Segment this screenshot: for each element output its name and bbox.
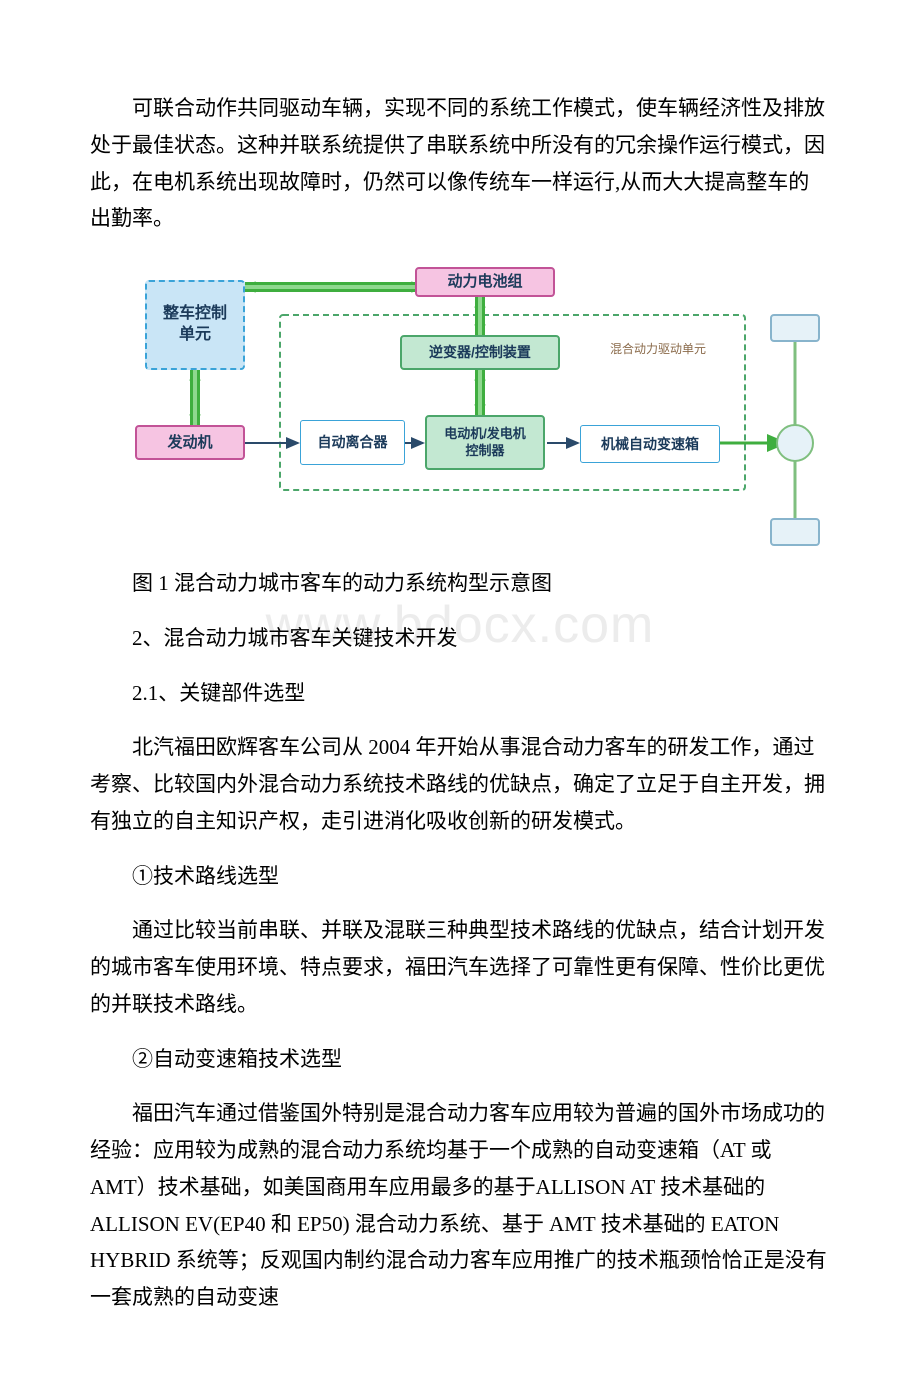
heading-2-1: 2.1、关键部件选型	[90, 675, 830, 712]
diagram-node-inverter: 逆变器/控制装置	[400, 335, 560, 370]
figure-caption: 图 1 混合动力城市客车的动力系统构型示意图	[90, 565, 830, 602]
subheading-c2: ②自动变速箱技术选型	[90, 1041, 830, 1078]
diagram-node-motor: 电动机/发电机 控制器	[425, 415, 545, 470]
paragraph-2: 北汽福田欧辉客车公司从 2004 年开始从事混合动力客车的研发工作，通过考察、比…	[90, 729, 830, 839]
paragraph-3: 通过比较当前串联、并联及混联三种典型技术路线的优缺点，结合计划开发的城市客车使用…	[90, 912, 830, 1022]
diagram-node-battery: 动力电池组	[415, 267, 555, 297]
paragraph-4: 福田汽车通过借鉴国外特别是混合动力客车应用较为普遍的国外市场成功的经验：应用较为…	[90, 1095, 830, 1316]
paragraph-1: 可联合动作共同驱动车辆，实现不同的系统工作模式，使车辆经济性及排放处于最佳状态。…	[90, 90, 830, 237]
subheading-c1: ①技术路线选型	[90, 858, 830, 895]
diagram-node-vcu: 整车控制 单元	[145, 280, 245, 370]
diagram-container: 整车控制 单元发动机 动力电池组逆变器/控制装置自动离合器电动机/发电机 控制器机…	[120, 255, 860, 555]
diagram-node-amt: 机械自动变速箱	[580, 425, 720, 463]
diagram-node-clutch: 自动离合器	[300, 420, 405, 465]
diagram-label-hybrid-unit: 混合动力驱动单元	[610, 340, 706, 357]
diagram-node-engine: 发动机	[135, 425, 245, 460]
heading-2: 2、混合动力城市客车关键技术开发	[90, 620, 830, 657]
